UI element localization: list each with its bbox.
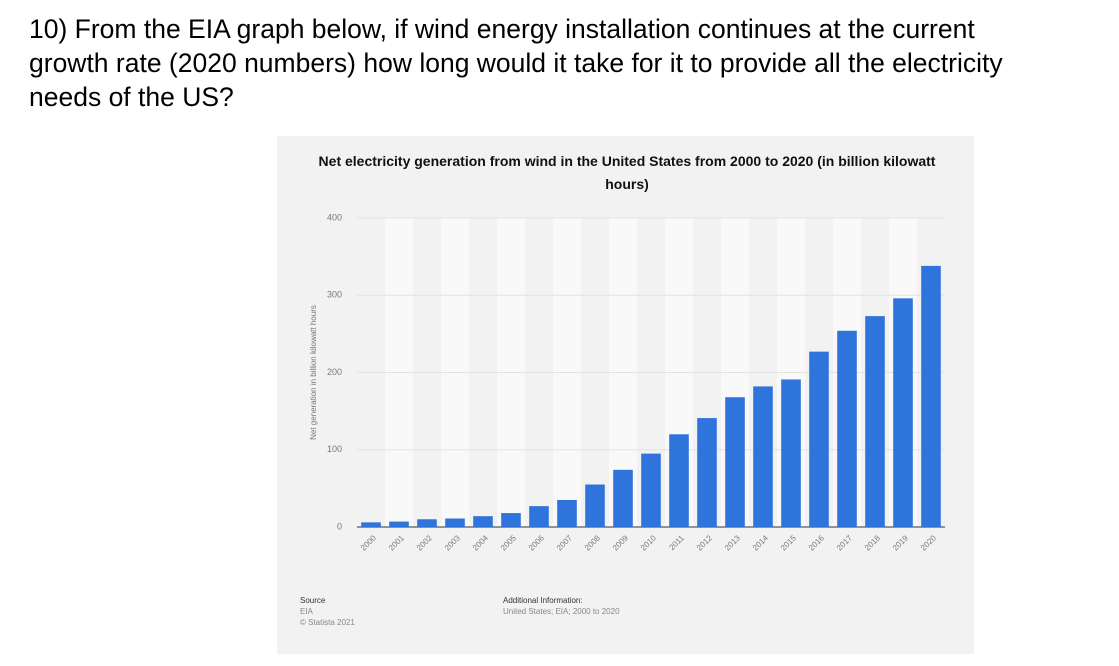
bar <box>557 499 577 527</box>
x-tick-label: 2001 <box>387 533 406 552</box>
x-tick-label: 2008 <box>583 533 602 552</box>
x-tick-label: 2009 <box>611 533 630 552</box>
bar <box>501 513 521 527</box>
bar <box>669 434 689 527</box>
bar <box>809 351 829 527</box>
x-tick-label: 2019 <box>891 533 910 552</box>
y-tick-label: 0 <box>337 521 342 531</box>
y-tick-label: 200 <box>327 367 342 377</box>
x-tick-label: 2013 <box>723 533 742 552</box>
question-line: 10) From the EIA graph below, if wind en… <box>29 14 975 44</box>
question-line: needs of the US? <box>29 82 234 112</box>
x-tick-label: 2016 <box>807 533 826 552</box>
y-tick-label: 100 <box>327 444 342 454</box>
bar <box>361 522 381 527</box>
y-axis-label: Net generation in billion kilowatt hours <box>309 305 318 440</box>
bar <box>781 379 801 527</box>
source: EIA <box>300 607 313 616</box>
x-tick-label: 2000 <box>359 533 378 552</box>
x-tick-label: 2005 <box>499 533 518 552</box>
info: United States; EIA; 2000 to 2020 <box>503 607 620 616</box>
x-tick-label: 2015 <box>779 533 798 552</box>
bar <box>585 484 605 527</box>
bar <box>725 397 745 527</box>
question-line: growth rate (2020 numbers) how long woul… <box>29 48 1003 78</box>
bar <box>837 330 857 527</box>
info-title: Additional Information: <box>503 596 583 605</box>
bar <box>697 418 717 527</box>
info-block: Additional Information: United States; E… <box>503 595 620 617</box>
copyright: © Statista 2021 <box>300 618 355 627</box>
bar <box>529 506 549 527</box>
x-tick-label: 2002 <box>415 533 434 552</box>
chart-panel: 0 100 200 300 400 Net generation in billion k… <box>277 136 974 654</box>
bar <box>389 521 409 527</box>
bar <box>445 518 465 527</box>
bar <box>893 298 913 527</box>
bar <box>613 469 633 527</box>
x-tick-label: 2012 <box>695 533 714 552</box>
x-tick-label: 2020 <box>919 533 938 552</box>
bar <box>473 516 493 527</box>
x-tick-label: 2011 <box>667 533 686 552</box>
x-tick-label: 2004 <box>471 533 490 552</box>
x-tick-label: 2007 <box>555 533 574 552</box>
chart-title: Net electricity generation from wind in … <box>318 153 936 192</box>
x-tick-label: 2018 <box>863 533 882 552</box>
x-tick-label: 2014 <box>751 533 770 552</box>
x-tick-label: 2017 <box>835 533 854 552</box>
source-title: Source <box>300 596 326 605</box>
x-tick-label: 2006 <box>527 533 546 552</box>
x-tick-label: 2003 <box>443 533 462 552</box>
bar <box>921 265 941 527</box>
bar <box>417 519 437 527</box>
chart: 0 100 200 300 400 Net generation in billion k… <box>309 212 945 552</box>
bar <box>641 453 661 527</box>
y-tick-label: 300 <box>327 290 342 300</box>
y-tick-label: 400 <box>327 212 342 222</box>
question: 10) From the EIA graph below, if wind en… <box>29 12 1003 114</box>
x-tick-label: 2010 <box>639 533 658 552</box>
bar <box>753 386 773 527</box>
source-block: Source EIA © Statista 2021 <box>300 595 355 628</box>
bar <box>865 316 885 527</box>
